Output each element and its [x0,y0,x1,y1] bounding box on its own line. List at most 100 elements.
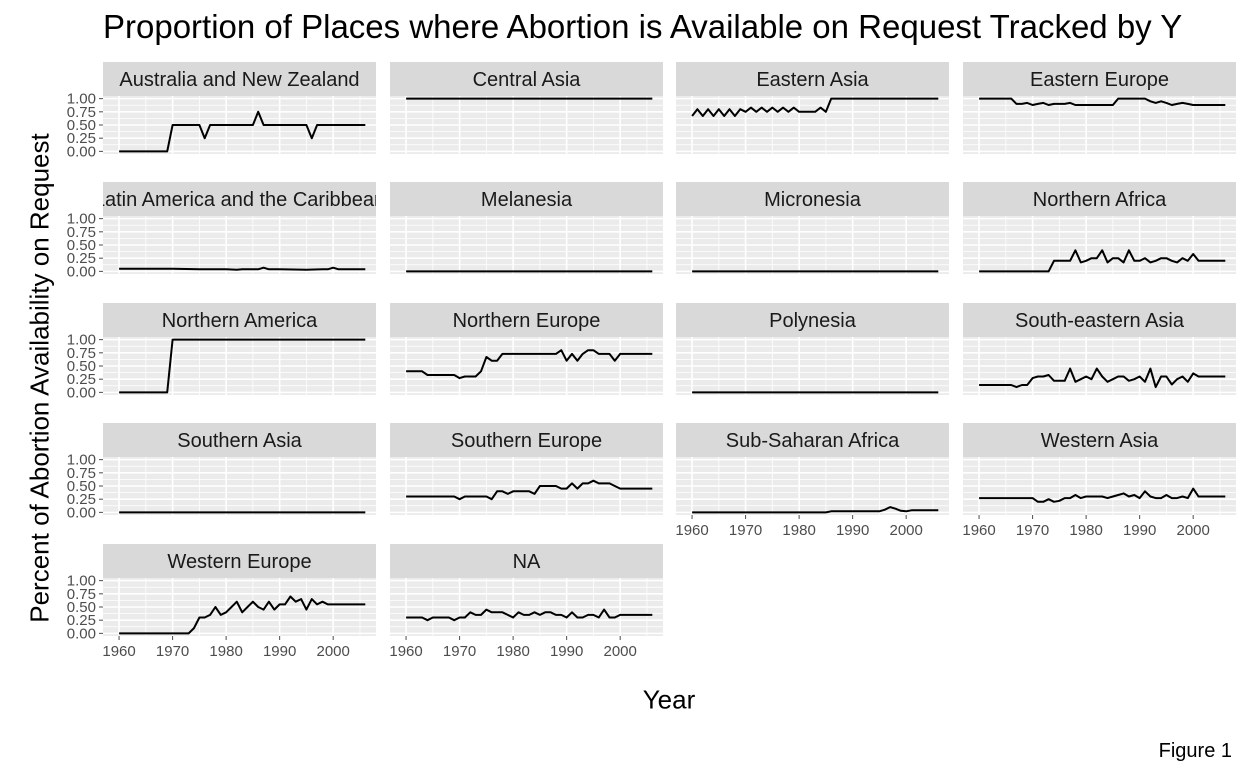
facet-polynesia: Polynesia [676,303,949,395]
y-tick-label: 1.00 [67,573,96,590]
x-axis-label: Year [642,684,696,715]
series-line-eastern-europe [979,97,1226,106]
facet-micronesia: Micronesia [676,182,949,274]
y-tick-label: 0.00 [67,384,96,401]
x-tick-label: 2000 [316,643,349,660]
series-line-australia-and-new-zealand [119,110,366,153]
y-tick-label: 0.00 [67,625,96,642]
y-tick-label: 0.50 [67,599,96,616]
facet-strip [103,423,376,457]
y-tick-label: 0.50 [67,478,96,495]
series-line-latin-america-and-the-caribbean [119,266,366,271]
y-tick-label: 0.75 [67,586,96,603]
facet-strip [676,182,949,216]
facet-strip-label: Northern America [162,310,318,332]
y-tick-label: 0.00 [67,504,96,521]
facet-northern-europe: Northern Europe [390,303,663,395]
y-tick-label: 0.75 [67,104,96,121]
facet-strip [390,544,663,578]
x-tick-label: 1970 [443,643,476,660]
facet-strip-label: Eastern Europe [1030,69,1169,91]
facet-strip [103,544,376,578]
x-tick-label: 1980 [209,643,242,660]
facet-strip [390,303,663,337]
facet-australia-and-new-zealand: Australia and New Zealand 0.000.250.500.7… [67,62,376,160]
y-tick-label: 0.75 [67,465,96,482]
series-line-eastern-asia [691,97,939,117]
facet-southern-europe: Southern Europe [390,423,663,515]
facet-strip [390,182,663,216]
facet-strip [390,62,663,96]
y-tick-label: 1.00 [67,91,96,108]
y-tick-label: 0.50 [67,237,96,254]
chart-title: Proportion of Places where Abortion is A… [103,8,1183,45]
x-tick-label: 1990 [550,643,583,660]
series-line-northern-africa [979,249,1226,273]
x-tick-label: 1980 [782,522,815,539]
facet-western-europe: Western Europe 0.000.250.500.751.00 1960 19… [67,544,376,660]
x-tick-label: 1970 [729,522,762,539]
x-tick-label: 2000 [1176,522,1209,539]
x-tick-label: 1970 [1016,522,1049,539]
x-tick-label: 2000 [889,522,922,539]
facet-strip [103,303,376,337]
facet-strip [103,62,376,96]
x-tick-label: 1960 [102,643,135,660]
y-tick-label: 0.00 [67,143,96,160]
y-tick-label: 0.50 [67,117,96,134]
y-tick-label: 0.50 [67,358,96,375]
facet-strip-label: Western Europe [167,551,311,573]
facet-strip [963,182,1236,216]
x-tick-label: 1970 [156,643,189,660]
facet-strip [676,303,949,337]
x-tick-label: 1990 [1123,522,1156,539]
facet-na: NA 1960 1970 1980 1990 2000 [389,544,663,660]
x-tick-label: 1960 [675,522,708,539]
facet-eastern-asia: Eastern Asia [676,62,949,154]
facet-south-eastern-asia: South-eastern Asia [963,303,1236,395]
facet-strip-label: Latin America and the Caribbean [94,189,385,211]
y-tick-label: 0.25 [67,130,96,147]
facet-strip-label: Northern Europe [453,310,601,332]
facet-strip-label: Sub-Saharan Africa [726,430,900,452]
facet-central-asia: Central Asia [390,62,663,154]
y-tick-label: 1.00 [67,332,96,349]
y-tick-label: 0.25 [67,491,96,508]
facet-strip-label: Eastern Asia [756,69,869,91]
facet-latin-america-and-the-caribbean: Latin America and the Caribbean0.000.250… [67,182,385,280]
x-tick-label: 1990 [836,522,869,539]
x-tick-label: 2000 [603,643,636,660]
y-tick-label: 1.00 [67,452,96,469]
series-line-western-europe [119,595,366,635]
facet-strip-label: Southern Europe [451,430,602,452]
facet-strip [103,182,376,216]
facet-eastern-europe: Eastern Europe [963,62,1236,154]
series-line-southern-europe [406,479,653,501]
y-tick-label: 1.00 [67,211,96,228]
series-line-na [406,608,653,622]
facet-western-asia: Western Asia 1960 1970 1980 1990 2000 [962,423,1236,539]
facet-strip [390,423,663,457]
y-tick-label: 0.75 [67,345,96,362]
facet-strip [676,62,949,96]
facet-strip-label: South-eastern Asia [1015,310,1185,332]
series-line-sub-saharan-africa [692,506,939,514]
facet-strip-label: Western Asia [1041,430,1159,452]
facet-strip-label: Melanesia [481,189,573,211]
facet-strip [676,423,949,457]
y-tick-label: 0.25 [67,250,96,267]
y-tick-label: 0.00 [67,263,96,280]
facet-melanesia: Melanesia [390,182,663,274]
x-tick-label: 1990 [263,643,296,660]
series-line-northern-america [119,338,366,394]
y-tick-label: 0.75 [67,224,96,241]
x-tick-label: 1960 [962,522,995,539]
facet-strip [963,423,1236,457]
facet-strip-label: Australia and New Zealand [119,69,359,91]
facet-strip-label: NA [513,551,541,573]
series-line-south-eastern-asia [979,367,1226,389]
facet-strip-label: Northern Africa [1033,189,1167,211]
facet-strip-label: Micronesia [764,189,862,211]
facet-strip-label: Southern Asia [177,430,302,452]
